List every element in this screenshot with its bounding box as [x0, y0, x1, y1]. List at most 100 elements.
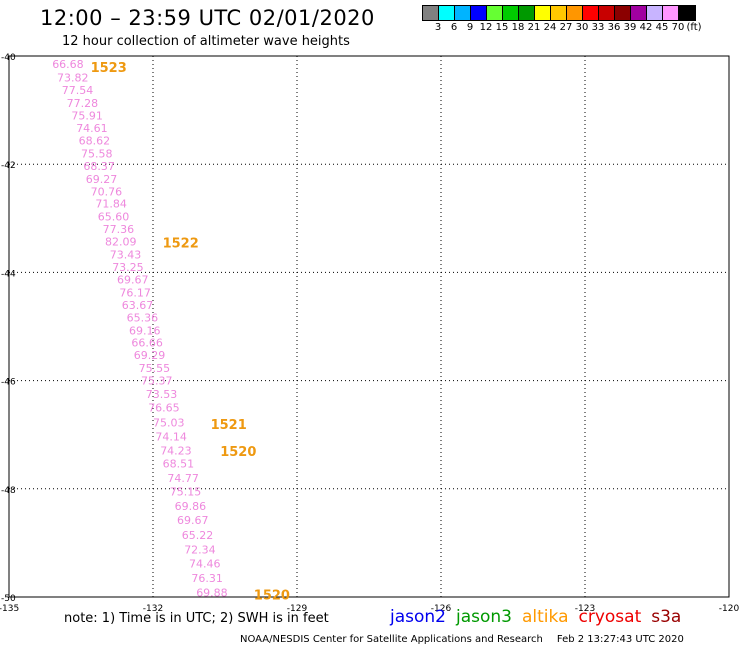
wave-height-value: 73.25: [112, 261, 144, 274]
latitude-label: -48: [1, 486, 16, 496]
color-swatch: [439, 6, 455, 20]
color-scale-label: 70: [671, 22, 685, 33]
wave-height-value: 76.31: [191, 572, 223, 585]
longitude-label: -123: [575, 604, 595, 614]
color-swatch: [567, 6, 583, 20]
color-scale-label: 3: [434, 22, 442, 33]
color-swatch: [455, 6, 471, 20]
map-frame: [8, 55, 730, 598]
wave-height-value: 73.53: [146, 388, 178, 401]
color-swatch: [679, 6, 695, 20]
wave-height-value: 65.60: [98, 211, 130, 224]
footer-timestamp: Feb 2 13:27:43 UTC 2020: [556, 634, 684, 645]
units-note: note: 1) Time is in UTC; 2) SWH is in fe…: [64, 611, 329, 626]
pass-time-label: 1523: [91, 61, 127, 76]
color-swatch: [503, 6, 519, 20]
map-title: 12:00 – 23:59 UTC 02/01/2020: [40, 6, 375, 30]
wave-height-value: 75.15: [170, 486, 202, 499]
color-scale-label: 6: [450, 22, 458, 33]
wave-height-value: 76.65: [148, 402, 180, 415]
color-swatch: [647, 6, 663, 20]
color-scale-label: 42: [639, 22, 653, 33]
wave-height-value: 75.55: [139, 362, 171, 375]
color-scale-label: 33: [591, 22, 605, 33]
color-scale-label: 9: [466, 22, 474, 33]
wave-height-value: 74.61: [76, 122, 108, 135]
pass-time-label: 1520: [254, 588, 290, 603]
longitude-labels: -135 -132 -129 -126 -123 -120: [0, 604, 739, 614]
color-scale-label: 36: [607, 22, 621, 33]
color-swatch: [519, 6, 535, 20]
wave-height-value: 77.28: [67, 97, 99, 110]
wave-height-value: 74.14: [155, 430, 187, 443]
color-scale-label: 30: [575, 22, 589, 33]
wave-height-value: 69.67: [177, 514, 209, 527]
wave-height-value: 77.54: [62, 84, 94, 97]
wave-height-value: 69.27: [86, 173, 118, 186]
pass-time-label: 1520: [220, 445, 256, 460]
color-swatch: [599, 6, 615, 20]
pass-time-label: 1522: [163, 237, 199, 252]
wave-height-value: 73.43: [110, 249, 142, 262]
wave-height-value: 74.77: [167, 472, 199, 485]
color-scale-label: 21: [527, 22, 541, 33]
color-scale-label: 45: [655, 22, 669, 33]
longitude-label: -126: [431, 604, 452, 614]
color-scale-unit: (ft): [686, 22, 702, 33]
wave-height-value: 75.37: [141, 375, 173, 388]
satellite-legend-jason3: jason3: [456, 607, 512, 627]
latitude-label: -46: [1, 378, 16, 388]
latitude-labels: -40 -42 -44 -46 -48 -50: [1, 53, 16, 604]
color-swatch: [471, 6, 487, 20]
pass-time-label: 1521: [211, 418, 247, 433]
color-swatch: [535, 6, 551, 20]
footer-org: NOAA/NESDIS Center for Satellite Applica…: [240, 634, 543, 645]
color-swatch: [583, 6, 599, 20]
wave-height-value: 63.67: [122, 299, 154, 312]
color-scale-label: 27: [559, 22, 573, 33]
wave-height-value: 71.84: [95, 198, 127, 211]
color-scale-label: 12: [479, 22, 493, 33]
wave-height-value: 73.82: [57, 72, 89, 85]
wave-height-value: 75.58: [81, 147, 113, 160]
wave-height-value: 69.29: [134, 349, 166, 362]
map-grid: [9, 56, 729, 597]
color-scale-label: 39: [623, 22, 637, 33]
color-scale-swatches: [422, 5, 696, 21]
color-scale-label: 18: [511, 22, 525, 33]
color-scale-label: 24: [543, 22, 557, 33]
wave-height-value: 74.23: [160, 444, 192, 457]
satellite-legend-jason2: jason2: [390, 607, 446, 627]
color-swatch: [615, 6, 631, 20]
wave-height-value: 75.03: [153, 416, 185, 429]
color-scale-labels: 3 6 9 12 15 18 21 24 27 30 33 36 39 42 45 70 (ft): [422, 21, 702, 35]
wave-height-value: 75.91: [71, 110, 103, 123]
map-subtitle: 12 hour collection of altimeter wave hei…: [62, 34, 350, 49]
color-swatch: [551, 6, 567, 20]
wave-height-values: 66.6873.8277.5477.2875.9174.6168.6275.58…: [52, 58, 228, 600]
wave-height-value: 69.88: [196, 587, 228, 600]
latitude-label: -40: [1, 53, 16, 63]
latitude-label: -44: [1, 269, 16, 279]
wave-height-value: 66.68: [52, 58, 83, 71]
wave-height-value: 68.37: [83, 160, 115, 173]
footer: NOAA/NESDIS Center for Satellite Applica…: [240, 634, 684, 645]
wave-height-value: 77.36: [103, 223, 135, 236]
satellite-legend-cryosat: cryosat: [578, 607, 642, 627]
wave-height-value: 68.62: [79, 134, 111, 147]
wave-height-value: 65.36: [127, 311, 159, 324]
satellite-legend-s3a: s3a: [651, 607, 682, 627]
wave-height-value: 69.86: [175, 500, 207, 513]
wave-height-value: 69.16: [129, 324, 161, 337]
longitude-label: -129: [287, 604, 308, 614]
color-swatch: [631, 6, 647, 20]
longitude-label: -135: [0, 604, 19, 614]
satellite-legend-altika: altika: [522, 607, 569, 627]
wave-height-value: 72.34: [184, 543, 216, 556]
wave-height-value: 68.51: [163, 457, 195, 470]
pass-time-labels: 1523 1522 1521 1520 1520: [91, 61, 290, 603]
wave-height-value: 76.17: [119, 286, 150, 299]
color-swatch: [487, 6, 503, 20]
color-scale-legend: 3 6 9 12 15 18 21 24 27 30 33 36 39 42 45 70 (ft): [422, 5, 702, 35]
